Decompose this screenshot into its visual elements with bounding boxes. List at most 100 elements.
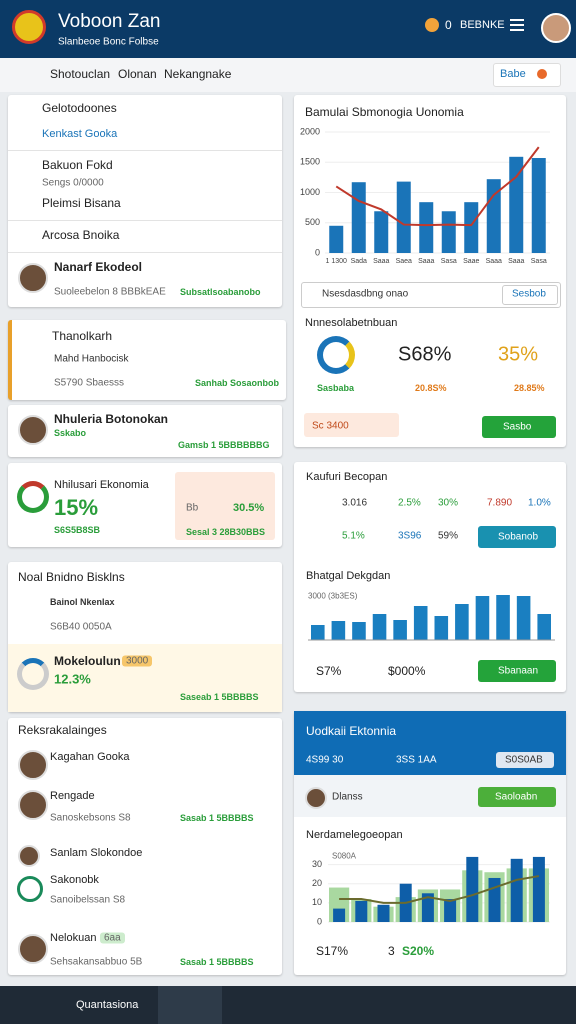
person-detail: Suoleebelon 8 BBBkEAE (54, 286, 166, 298)
panel-title: Uodkaii Ektonnia (306, 724, 397, 738)
rates-panel (294, 462, 566, 692)
y-tick-label: 0 (317, 916, 322, 926)
kpi: 15% (54, 495, 99, 520)
x-tick-label: Sasa (441, 258, 457, 265)
profile-panel (8, 405, 282, 457)
bar (496, 595, 510, 640)
footer-tag (304, 413, 399, 437)
divider (8, 150, 282, 151)
nav-tab[interactable] (158, 986, 222, 1024)
donut-icon (17, 658, 49, 690)
user-avatar[interactable] (541, 13, 571, 43)
bottom-nav (0, 986, 576, 1024)
role: Sskabo (54, 428, 87, 438)
bar (377, 904, 390, 922)
button-label: Saoloabn (495, 791, 538, 803)
logo (12, 10, 46, 44)
status: Sasab 1 5BBBBS (180, 813, 254, 823)
kpi-note: S6S5B8SB (54, 525, 101, 535)
bar (488, 877, 501, 922)
bar (516, 596, 531, 640)
nav-panel (8, 95, 282, 307)
person-name: Sanlam Slokondoe (50, 847, 143, 859)
avatar (18, 845, 40, 867)
row-button[interactable] (478, 526, 556, 548)
person-name: Nanarf Ekodeol (54, 260, 143, 274)
box-note: Sesal 3 28B30BBS (186, 527, 266, 537)
search-button[interactable] (502, 285, 558, 305)
menu-item: Kenkast Gooka (42, 128, 118, 140)
bar (421, 893, 434, 922)
menu-icon[interactable] (510, 19, 524, 21)
person-name: Nelokuan (50, 932, 97, 944)
menu-item: Gelotodoones (42, 101, 117, 115)
avatar (18, 750, 48, 780)
y-tick-label: 500 (305, 217, 320, 227)
task-panel (8, 320, 286, 400)
y-tick-label: 1000 (300, 187, 320, 197)
person-name: Nhuleria Botonokan (54, 412, 169, 426)
search-box[interactable] (301, 282, 561, 308)
highlight-row (8, 644, 282, 712)
status: Sasab 1 5BBBBS (180, 957, 254, 967)
x-tick-label: Saaa (373, 258, 389, 265)
stat: 3 (388, 944, 395, 958)
menu-note: Sengs 0/0000 (42, 177, 104, 189)
button-label: Sesbob (512, 288, 546, 300)
status: Sanhab Sosaonbob (195, 378, 280, 388)
y-tick-label: 30 (312, 859, 322, 869)
bar (374, 211, 389, 253)
x-tick-label: Saae (463, 258, 479, 265)
badge: 3000 (122, 655, 153, 667)
person-detail: Sanoibelssan S8 (50, 894, 126, 906)
box-value: 30.5% (233, 502, 265, 514)
fund-note: S6B40 0050A (50, 621, 112, 633)
bar (351, 182, 366, 253)
avatar (18, 415, 48, 445)
nav-label: Quantasiona (76, 999, 139, 1011)
stat: $000% (388, 664, 426, 678)
y-tick-label: 1500 (300, 157, 320, 167)
avatar (18, 934, 48, 964)
badge: 0 (445, 18, 452, 32)
bar (396, 181, 411, 253)
app-subtitle: Slanbeoe Bonc Folbse (58, 36, 159, 48)
stat: S17% (316, 944, 349, 958)
donut-icon (317, 336, 355, 374)
stat: S7% (316, 664, 342, 678)
chart-subtitle: S080A (332, 851, 357, 861)
menu-item: Bakuon Fokd (42, 158, 113, 172)
button-label: Sobanob (498, 531, 539, 543)
y-tick-label: 10 (312, 897, 322, 907)
x-tick-label: Saaa (508, 258, 524, 265)
stat-pill (496, 752, 554, 768)
rates-button[interactable] (478, 660, 556, 682)
bar (329, 225, 344, 253)
account: BEBNKE (460, 19, 505, 31)
user-name: Dlanss (332, 791, 363, 803)
y-tick-label: 0 (315, 247, 320, 257)
avatar (18, 263, 48, 293)
econ-button[interactable] (478, 787, 556, 807)
metrics-button[interactable] (482, 416, 556, 438)
panel-title: Thanolkarh (52, 329, 113, 343)
y-tick-label: 2000 (300, 126, 320, 136)
chart-subtitle: 3000 (3b3ES) (308, 591, 358, 601)
bar (455, 604, 469, 640)
rate: 2.5% (398, 497, 421, 509)
status: Saseab 1 5BBBBS (180, 692, 259, 702)
toolbar-button[interactable] (493, 63, 561, 87)
stat: S20% (402, 944, 435, 958)
button-label: Sasbo (503, 421, 532, 433)
divider (8, 220, 282, 221)
bar (537, 614, 551, 640)
button-label: Sbanaan (498, 665, 539, 677)
x-tick-label: Saaa (418, 258, 434, 265)
bar (331, 621, 346, 640)
kpi: S68% (398, 343, 452, 366)
button-label: Babe (500, 68, 526, 80)
menu-item: Arcosa Bnoika (42, 228, 120, 242)
x-tick-label: 1 1300 (326, 258, 348, 265)
